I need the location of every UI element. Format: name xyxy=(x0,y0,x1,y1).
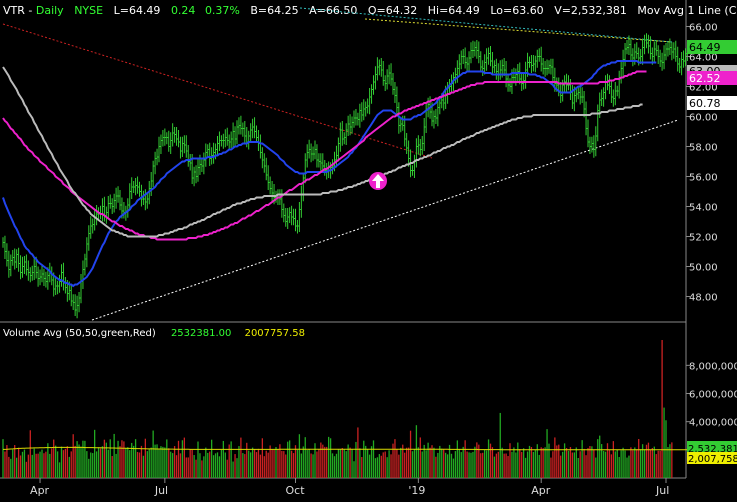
chart-header: VTR - Daily NYSE L=64.49 0.24 0.37% B=64… xyxy=(3,4,737,17)
date-tick-label: Jul xyxy=(154,484,168,497)
volume-tick-label: 4,000,000 xyxy=(689,418,737,429)
trendline-support-dashed xyxy=(91,119,679,321)
price-badge-white-ma-text: 60.78 xyxy=(689,97,721,110)
price-tick-label: 56.00 xyxy=(689,173,718,184)
header-separator: - xyxy=(28,4,35,17)
price-tick-label: 64.00 xyxy=(689,53,718,64)
header-bid: B=64.25 xyxy=(250,4,298,17)
date-tick-label: Jul xyxy=(655,484,669,497)
date-tick-label: Oct xyxy=(286,484,306,497)
header-period: Daily xyxy=(36,4,64,17)
volume-badge-current: 2,532,381 xyxy=(687,441,737,455)
price-badge-white-ma: 60.78 xyxy=(687,96,737,110)
price-tick-label: 60.00 xyxy=(689,113,718,124)
volume-header: Volume Avg (50,50,green,Red) 2532381.00 … xyxy=(3,328,305,339)
header-change-pct: 0.37% xyxy=(205,4,240,17)
volume-average-line xyxy=(3,446,688,451)
volume-header-value2: 2007757.58 xyxy=(245,328,305,339)
trendline-red-dashed xyxy=(2,23,433,159)
moving-average-magenta-line xyxy=(2,70,647,241)
date-tick-label: Apr xyxy=(531,484,551,497)
date-tick-label: Apr xyxy=(30,484,50,497)
header-ask: A=66.50 xyxy=(309,4,357,17)
moving-average-gray-line xyxy=(2,66,643,238)
date-tick-label: '19 xyxy=(408,484,425,497)
moving-average-blue-line xyxy=(2,60,657,288)
price-tick-label: 48.00 xyxy=(689,293,718,304)
header-open: O=64.32 xyxy=(368,4,417,17)
price-badge-last-text: 64.49 xyxy=(689,41,721,54)
buy-arrow-marker xyxy=(369,172,387,190)
price-tick-label: 52.00 xyxy=(689,233,718,244)
price-tick-label: 66.00 xyxy=(689,23,718,34)
price-tick-label: 54.00 xyxy=(689,203,718,214)
price-badge-last: 64.49 xyxy=(687,40,737,54)
header-symbol: VTR xyxy=(3,4,25,17)
price-bars xyxy=(2,33,689,319)
header-high: Hi=64.49 xyxy=(428,4,480,17)
volume-bars xyxy=(2,340,688,478)
axis-labels: 66.00 64.00 62.00 60.00 58.00 56.00 54.00 52.00… xyxy=(30,23,737,498)
price-badge-magenta-ma-text: 62.52 xyxy=(689,72,721,85)
header-exchange: NYSE xyxy=(74,4,103,17)
volume-badge-avg: 2,007,758 xyxy=(687,452,737,465)
price-tick-label: 58.00 xyxy=(689,143,718,154)
price-tick-label: 50.00 xyxy=(689,263,718,274)
moving-averages xyxy=(2,60,657,288)
price-badge-magenta-ma: 62.52 xyxy=(687,71,737,85)
price-tick-label: 62.00 xyxy=(689,83,718,94)
header-low: Lo=63.60 xyxy=(490,4,543,17)
header-volume: V=2,532,381 xyxy=(554,4,627,17)
volume-tick-label: 6,000,000 xyxy=(689,390,737,401)
up-arrow-icon xyxy=(372,174,384,188)
volume-header-value1: 2532381.00 xyxy=(171,328,231,339)
volume-tick-label: 8,000,000 xyxy=(689,361,737,372)
volume-badge-avg-text: 2,007,758 xyxy=(688,454,737,465)
volume-header-label: Volume Avg (50,50,green,Red) xyxy=(3,328,156,339)
header-last: L=64.49 xyxy=(114,4,161,17)
header-indicator: Mov Avg 1 Line (Close,200,0) xyxy=(637,4,737,17)
volume-badge-current-text: 2,532,381 xyxy=(688,444,737,455)
header-change: 0.24 xyxy=(171,4,196,17)
trendline-yellow-dashed xyxy=(364,18,673,43)
